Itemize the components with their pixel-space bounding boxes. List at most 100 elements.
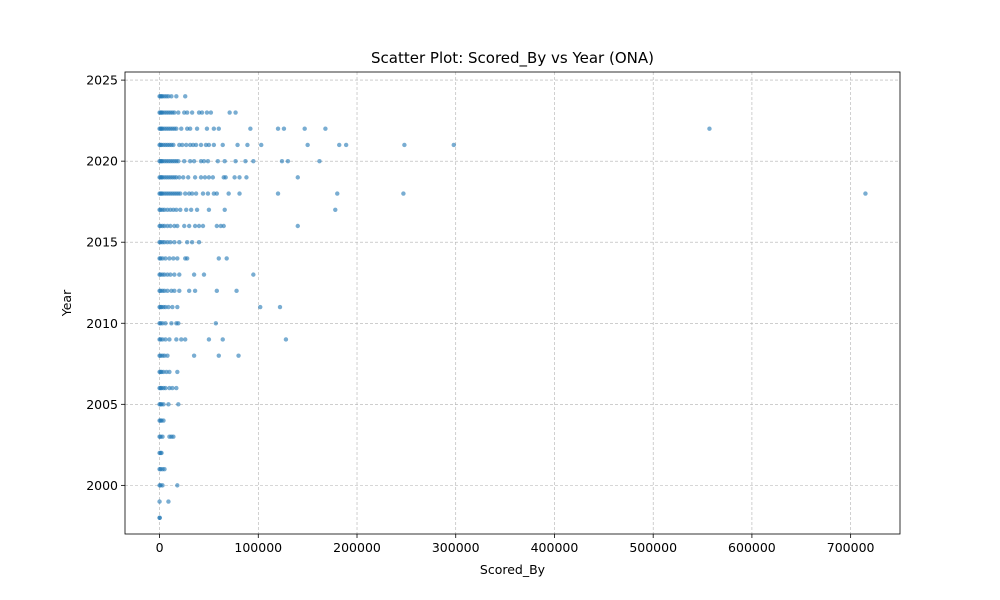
data-point xyxy=(170,385,175,391)
data-point xyxy=(184,207,189,212)
data-point xyxy=(216,256,221,261)
data-point xyxy=(275,126,281,131)
data-point xyxy=(208,110,214,115)
data-point xyxy=(211,142,217,148)
data-point xyxy=(171,142,176,148)
data-point xyxy=(180,142,185,148)
data-point xyxy=(167,337,172,342)
data-point xyxy=(182,158,187,164)
data-point xyxy=(337,142,342,148)
data-point xyxy=(186,288,192,294)
data-point xyxy=(174,94,179,99)
data-point xyxy=(285,158,291,164)
data-point xyxy=(170,304,175,310)
data-point xyxy=(210,175,216,180)
data-point xyxy=(220,337,225,342)
y-tick-label: 2025 xyxy=(86,73,118,88)
data-point xyxy=(177,240,182,245)
data-point xyxy=(283,337,289,342)
data-point xyxy=(196,240,202,245)
data-point xyxy=(216,353,221,358)
data-point xyxy=(160,434,165,439)
data-point xyxy=(214,223,220,229)
data-point xyxy=(181,175,186,180)
data-point xyxy=(183,191,188,196)
data-point xyxy=(171,256,176,261)
data-point xyxy=(206,207,212,212)
data-point xyxy=(222,158,227,164)
data-point xyxy=(168,272,173,277)
data-point xyxy=(205,191,211,196)
data-point xyxy=(167,256,172,261)
data-point xyxy=(323,126,328,131)
data-point xyxy=(200,223,206,229)
data-point xyxy=(183,94,188,99)
data-point xyxy=(211,126,217,131)
data-point xyxy=(168,240,173,245)
data-point xyxy=(178,191,183,196)
data-point xyxy=(187,126,193,131)
data-point xyxy=(163,256,168,261)
data-point xyxy=(204,126,210,131)
data-point xyxy=(184,110,190,115)
data-point xyxy=(215,158,221,164)
data-point xyxy=(205,158,211,164)
data-point xyxy=(863,191,868,196)
data-point xyxy=(204,110,210,115)
data-point xyxy=(193,191,199,196)
data-point xyxy=(451,142,456,148)
data-point xyxy=(258,304,263,310)
data-point xyxy=(182,223,187,229)
data-point xyxy=(216,126,221,131)
data-point xyxy=(235,142,240,148)
data-point xyxy=(157,499,162,504)
data-point xyxy=(234,288,239,294)
data-point xyxy=(192,223,198,229)
data-point xyxy=(295,175,300,180)
data-point xyxy=(196,223,202,229)
data-point xyxy=(176,158,181,164)
x-tick-label: 700000 xyxy=(827,540,875,555)
data-point xyxy=(302,126,307,131)
data-point xyxy=(174,126,179,131)
x-axis-label: Scored_By xyxy=(480,562,546,577)
data-point xyxy=(165,288,170,294)
ticks-layer: 0 100000 200000 300000 400000 500000 600000 700… xyxy=(86,73,874,555)
data-point xyxy=(224,256,229,261)
data-point xyxy=(176,321,181,326)
data-point xyxy=(176,402,181,407)
data-point xyxy=(163,385,168,391)
data-point xyxy=(161,418,166,423)
data-point xyxy=(200,191,206,196)
y-tick-label: 2005 xyxy=(86,397,118,412)
data-point xyxy=(189,240,195,245)
data-point xyxy=(169,321,174,326)
data-point xyxy=(317,158,322,164)
data-point xyxy=(161,402,166,407)
data-point xyxy=(194,207,200,212)
data-point xyxy=(281,126,287,131)
data-point xyxy=(175,483,180,488)
data-point xyxy=(188,207,194,212)
y-tick-label: 2000 xyxy=(86,478,118,493)
data-point xyxy=(233,158,238,164)
data-point xyxy=(166,304,171,310)
data-point xyxy=(402,142,407,148)
data-point xyxy=(233,110,238,115)
data-point xyxy=(184,142,189,148)
data-point xyxy=(174,207,179,212)
data-point xyxy=(259,142,264,148)
x-tick-label: 400000 xyxy=(531,540,579,555)
data-point xyxy=(305,142,310,148)
data-point xyxy=(165,353,170,358)
data-point xyxy=(275,191,281,196)
data-point xyxy=(251,158,256,164)
data-point xyxy=(189,191,195,196)
data-point xyxy=(232,175,237,180)
data-point xyxy=(174,385,179,391)
data-point xyxy=(707,126,712,131)
data-point xyxy=(206,142,212,148)
x-tick-label: 300000 xyxy=(432,540,480,555)
data-point xyxy=(226,191,231,196)
data-point xyxy=(251,272,256,277)
